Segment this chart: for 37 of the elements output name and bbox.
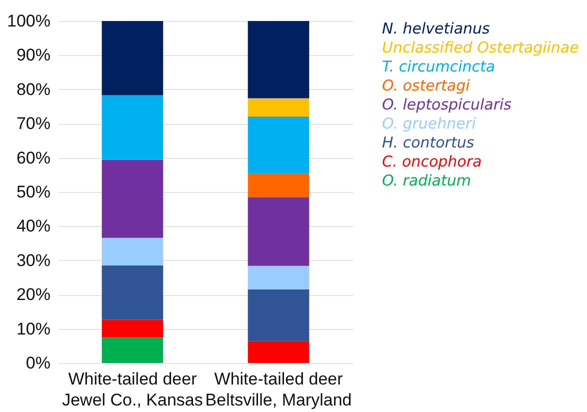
bar bbox=[102, 320, 164, 338]
text: O. gruehneri bbox=[382, 114, 477, 132]
text: C. oncophora bbox=[382, 152, 482, 170]
bar bbox=[248, 341, 310, 363]
bar bbox=[248, 197, 310, 266]
y-tick-label: 40% bbox=[16, 216, 50, 236]
bar bbox=[248, 98, 310, 116]
text: H. contortus bbox=[382, 134, 474, 152]
y-tick-label: 70% bbox=[16, 114, 50, 134]
bar bbox=[248, 21, 310, 98]
bar bbox=[248, 289, 310, 342]
bar bbox=[102, 95, 164, 160]
bar bbox=[102, 337, 164, 363]
bar bbox=[248, 174, 310, 198]
text: T. circumcincta bbox=[382, 58, 496, 76]
text: Unclassified Ostertagiinae bbox=[382, 38, 579, 56]
y-tick-label: 30% bbox=[16, 250, 50, 270]
bar bbox=[248, 116, 310, 174]
text: N. helvetianus bbox=[382, 20, 490, 38]
y-tick-label: 60% bbox=[16, 148, 50, 168]
bar bbox=[102, 160, 164, 238]
text: O. ostertagi bbox=[382, 76, 471, 94]
y-tick-label: 0% bbox=[26, 354, 50, 372]
text: O. leptospicularis bbox=[382, 96, 512, 114]
y-tick-label: 80% bbox=[16, 80, 50, 99]
bar bbox=[248, 266, 310, 290]
x-tick-label: White-tailed deer Jewel Co., Kansas bbox=[62, 370, 203, 410]
y-tick-label: 10% bbox=[16, 319, 50, 338]
y-tick-label: 100% bbox=[7, 12, 50, 30]
bar bbox=[102, 238, 164, 266]
text: O. radiatum bbox=[382, 172, 471, 190]
y-tick-label: 50% bbox=[16, 182, 50, 202]
x-tick-label: White-tailed deer Beltsville, Maryland bbox=[205, 370, 352, 410]
bar bbox=[102, 266, 164, 320]
y-tick-label: 90% bbox=[16, 46, 50, 65]
bar bbox=[102, 21, 164, 96]
y-tick-label: 20% bbox=[16, 285, 50, 304]
